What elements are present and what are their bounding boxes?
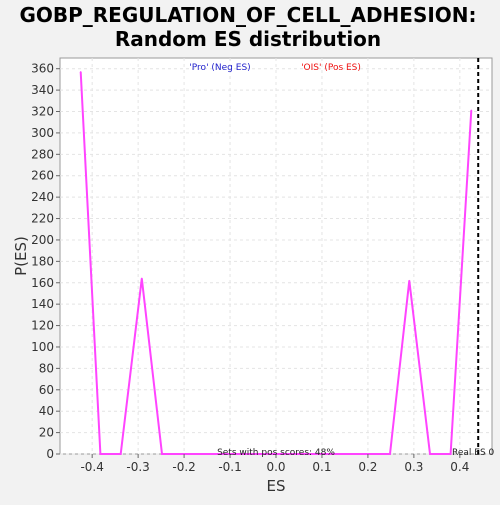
y-tick-label: 320: [31, 105, 54, 119]
data-point: [470, 109, 473, 112]
chart-title-line2: Random ES distribution: [115, 27, 381, 51]
sets-with-pos-scores-label: Sets with pos scores: 48%: [217, 448, 335, 458]
y-tick-label: 80: [39, 361, 54, 375]
grid: [60, 58, 492, 455]
legend-pos-es: 'OIS' (Pos ES): [301, 63, 361, 73]
data-point: [161, 453, 163, 455]
y-tick-label: 40: [39, 404, 54, 418]
y-tick-label: 180: [31, 254, 54, 268]
data-point: [389, 453, 391, 455]
y-tick-label: 100: [31, 340, 54, 354]
y-tick-label: 340: [31, 83, 54, 97]
y-tick-label: 300: [31, 126, 54, 140]
y-tick-label: 240: [31, 190, 54, 204]
data-point: [99, 453, 102, 455]
x-tick-label: 0.1: [312, 460, 331, 474]
ticks: 0 20 40 60 80 100 120 140 160 180 200 220 240 260 280 3…: [31, 62, 469, 474]
data-point: [119, 453, 122, 455]
y-tick-label: 280: [31, 147, 54, 161]
x-tick-label: 0.3: [404, 460, 423, 474]
y-tick-label: 260: [31, 169, 54, 183]
y-tick-label: 360: [31, 62, 54, 76]
data-point: [79, 71, 82, 73]
x-axis-label: ES: [267, 477, 286, 495]
x-tick-label: -0.1: [218, 460, 241, 474]
x-tick-label: 0.0: [266, 460, 285, 474]
data-point: [141, 277, 143, 280]
y-tick-label: 20: [39, 426, 54, 440]
y-tick-label: 220: [31, 212, 54, 226]
y-tick-label: 120: [31, 319, 54, 333]
y-tick-label: 160: [31, 276, 54, 290]
real-es-label: Real ES 0: [452, 448, 495, 458]
y-tick-label: 60: [39, 383, 54, 397]
x-tick-label: -0.4: [80, 460, 103, 474]
data-point: [408, 279, 411, 282]
x-tick-label: -0.2: [172, 460, 195, 474]
y-tick-label: 140: [31, 297, 54, 311]
y-axis-label: P(ES): [12, 236, 30, 276]
data-point: [449, 453, 452, 455]
data-point: [429, 453, 431, 455]
legend-neg-es: 'Pro' (Neg ES): [189, 63, 250, 73]
y-tick-label: 0: [46, 447, 54, 461]
chart-title-line1: GOBP_REGULATION_OF_CELL_ADHESION:: [19, 3, 476, 27]
x-tick-label: -0.3: [126, 460, 149, 474]
y-tick-label: 200: [31, 233, 54, 247]
x-tick-label: 0.2: [358, 460, 377, 474]
x-tick-label: 0.4: [450, 460, 469, 474]
